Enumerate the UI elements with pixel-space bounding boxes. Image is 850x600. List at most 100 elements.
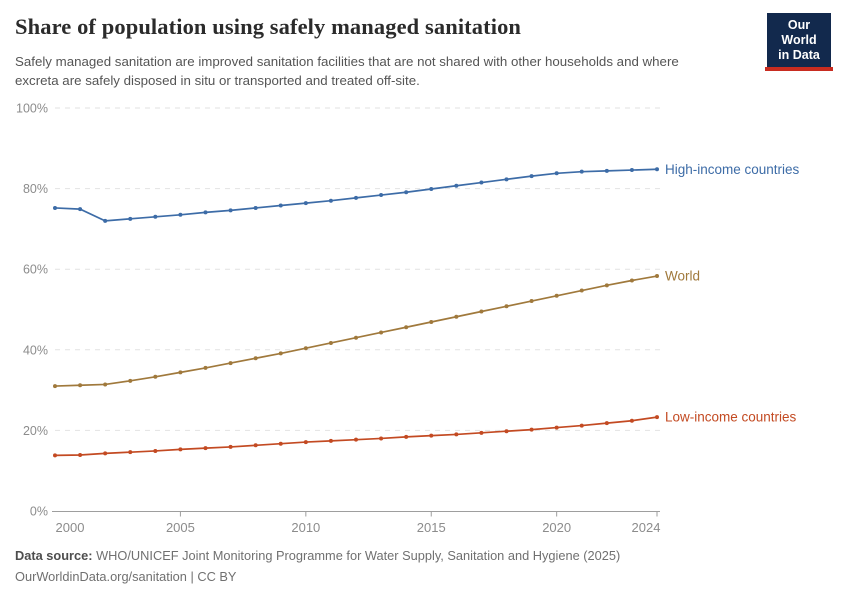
data-point-world-2011[interactable] <box>328 340 333 345</box>
data-point-high-income-countries-2003[interactable] <box>128 216 133 221</box>
data-point-world-2006[interactable] <box>203 365 208 370</box>
data-point-low-income-countries-2019[interactable] <box>529 427 534 432</box>
y-axis-label-80%: 80% <box>23 182 48 196</box>
data-point-low-income-countries-2002[interactable] <box>103 451 108 456</box>
data-point-high-income-countries-2011[interactable] <box>328 198 333 203</box>
data-point-low-income-countries-2000[interactable] <box>53 453 57 458</box>
series-line-world[interactable] <box>54 275 658 387</box>
data-point-low-income-countries-2010[interactable] <box>303 440 308 445</box>
series-line-high-income-countries[interactable] <box>54 168 658 222</box>
data-point-world-2014[interactable] <box>404 325 409 330</box>
data-point-low-income-countries-2013[interactable] <box>379 436 384 441</box>
data-point-world-2002[interactable] <box>103 382 108 387</box>
data-point-high-income-countries-2005[interactable] <box>178 212 183 217</box>
data-point-low-income-countries-2003[interactable] <box>128 450 133 455</box>
data-point-low-income-countries-2018[interactable] <box>504 429 509 434</box>
data-point-world-2009[interactable] <box>278 351 283 356</box>
data-point-low-income-countries-2016[interactable] <box>454 432 459 437</box>
data-point-world-2022[interactable] <box>604 283 609 288</box>
data-point-low-income-countries-2011[interactable] <box>328 438 333 443</box>
data-point-high-income-countries-2000[interactable] <box>53 205 57 210</box>
data-point-low-income-countries-2023[interactable] <box>629 418 634 423</box>
x-axis-label-2020: 2020 <box>542 520 571 535</box>
data-point-high-income-countries-2010[interactable] <box>303 201 308 206</box>
data-point-high-income-countries-2017[interactable] <box>479 180 484 185</box>
data-point-low-income-countries-2008[interactable] <box>253 443 258 448</box>
data-point-world-2001[interactable] <box>78 383 83 388</box>
y-axis-label-100%: 100% <box>16 102 48 116</box>
data-point-high-income-countries-2021[interactable] <box>579 169 584 174</box>
data-point-high-income-countries-2004[interactable] <box>153 214 158 219</box>
data-point-low-income-countries-2021[interactable] <box>579 423 584 428</box>
series-end-label-low-income-countries[interactable]: Low-income countries <box>665 410 797 425</box>
data-point-world-2020[interactable] <box>554 293 559 298</box>
owid-logo-line1: Our World <box>781 18 817 47</box>
data-point-high-income-countries-2001[interactable] <box>78 207 83 212</box>
data-source-label: Data source: <box>15 548 93 563</box>
data-point-low-income-countries-2012[interactable] <box>353 437 358 442</box>
data-point-low-income-countries-2024[interactable] <box>654 415 659 420</box>
data-point-world-2004[interactable] <box>153 374 158 379</box>
data-point-world-2019[interactable] <box>529 299 534 304</box>
data-point-low-income-countries-2006[interactable] <box>203 446 208 451</box>
data-point-high-income-countries-2015[interactable] <box>429 187 434 192</box>
chart-subtitle: Safely managed sanitation are improved s… <box>15 54 679 89</box>
owid-url-link[interactable]: OurWorldinData.org/sanitation <box>15 569 187 585</box>
data-point-low-income-countries-2017[interactable] <box>479 430 484 435</box>
data-point-high-income-countries-2006[interactable] <box>203 210 208 215</box>
data-point-world-2021[interactable] <box>579 288 584 293</box>
data-point-high-income-countries-2018[interactable] <box>504 177 509 182</box>
data-point-low-income-countries-2004[interactable] <box>153 448 158 453</box>
owid-logo-line2: in Data <box>778 48 820 62</box>
data-point-world-2023[interactable] <box>629 278 634 283</box>
data-point-high-income-countries-2016[interactable] <box>454 183 459 188</box>
chart-footer: Data source: WHO/UNICEF Joint Monitoring… <box>15 546 620 588</box>
data-point-high-income-countries-2022[interactable] <box>604 168 609 173</box>
data-point-high-income-countries-2009[interactable] <box>278 203 283 208</box>
data-point-world-2013[interactable] <box>379 330 384 335</box>
data-point-world-2000[interactable] <box>53 384 57 389</box>
credit-separator: | <box>186 569 198 585</box>
data-point-low-income-countries-2014[interactable] <box>404 434 409 439</box>
series-end-label-world[interactable]: World <box>665 269 700 284</box>
data-point-world-2005[interactable] <box>178 370 183 375</box>
data-point-world-2024[interactable] <box>654 274 659 279</box>
data-point-world-2010[interactable] <box>303 346 308 351</box>
data-point-high-income-countries-2007[interactable] <box>228 208 233 213</box>
data-point-high-income-countries-2012[interactable] <box>353 195 358 200</box>
series-end-label-high-income-countries[interactable]: High-income countries <box>665 162 800 177</box>
data-point-world-2012[interactable] <box>353 335 358 340</box>
data-point-high-income-countries-2014[interactable] <box>404 190 409 195</box>
data-point-world-2008[interactable] <box>253 356 258 361</box>
y-axis-label-20%: 20% <box>23 424 48 438</box>
data-point-world-2018[interactable] <box>504 304 509 309</box>
data-point-world-2016[interactable] <box>454 314 459 319</box>
data-source-line: Data source: WHO/UNICEF Joint Monitoring… <box>15 546 620 566</box>
x-axis-label-2024: 2024 <box>632 520 661 535</box>
data-point-low-income-countries-2020[interactable] <box>554 425 559 430</box>
series-line-low-income-countries[interactable] <box>54 416 658 457</box>
data-point-low-income-countries-2005[interactable] <box>178 447 183 452</box>
data-point-low-income-countries-2007[interactable] <box>228 444 233 449</box>
y-axis-label-40%: 40% <box>23 343 48 357</box>
data-point-world-2017[interactable] <box>479 309 484 314</box>
data-point-high-income-countries-2013[interactable] <box>379 193 384 198</box>
y-axis-label-0%: 0% <box>30 505 48 519</box>
data-point-low-income-countries-2009[interactable] <box>278 441 283 446</box>
data-point-high-income-countries-2024[interactable] <box>654 167 659 172</box>
data-point-high-income-countries-2008[interactable] <box>253 205 258 210</box>
data-point-high-income-countries-2002[interactable] <box>103 218 108 223</box>
data-point-world-2007[interactable] <box>228 361 233 366</box>
data-point-high-income-countries-2020[interactable] <box>554 171 559 176</box>
data-point-high-income-countries-2023[interactable] <box>629 168 634 173</box>
data-point-high-income-countries-2019[interactable] <box>529 174 534 179</box>
data-point-world-2015[interactable] <box>429 319 434 324</box>
data-point-low-income-countries-2015[interactable] <box>429 433 434 438</box>
data-point-low-income-countries-2022[interactable] <box>604 421 609 426</box>
data-point-world-2003[interactable] <box>128 378 133 383</box>
owid-logo[interactable]: Our World in Data <box>765 13 833 71</box>
owid-logo-red-bar <box>765 67 833 71</box>
data-point-low-income-countries-2001[interactable] <box>78 452 83 457</box>
